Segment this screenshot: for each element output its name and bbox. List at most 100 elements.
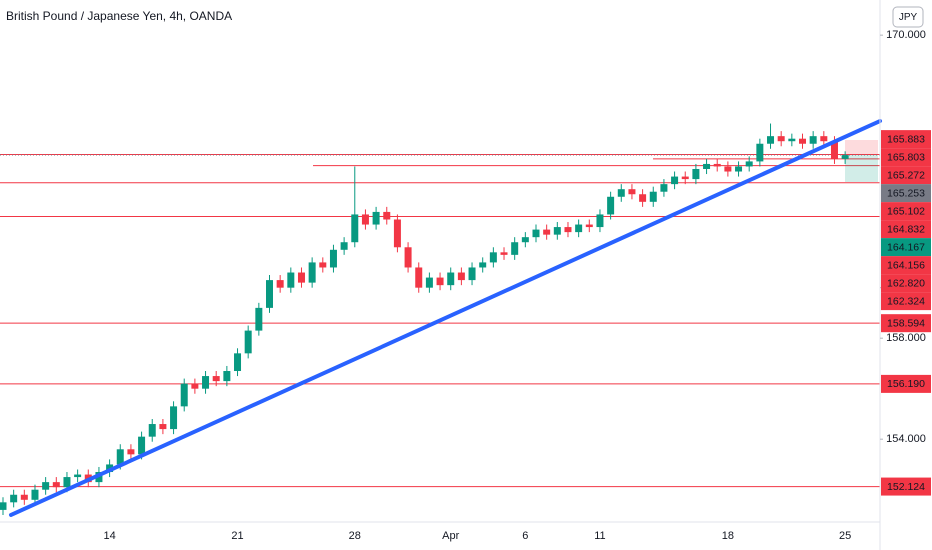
candle-body bbox=[767, 136, 775, 144]
candle-body bbox=[287, 272, 295, 288]
candle-body bbox=[575, 224, 583, 233]
candle-body bbox=[159, 424, 167, 430]
price-label: 164.832 bbox=[887, 223, 925, 235]
candle-body bbox=[788, 138, 796, 142]
currency-button[interactable] bbox=[892, 6, 924, 28]
price-label-box bbox=[881, 238, 931, 257]
trendline bbox=[9, 119, 882, 517]
candle-body bbox=[297, 272, 305, 283]
candles bbox=[0, 119, 882, 517]
candle-body bbox=[564, 227, 572, 233]
price-label: 164.156 bbox=[887, 259, 925, 271]
candle-body bbox=[628, 189, 636, 195]
candle-body bbox=[724, 166, 732, 172]
x-tick-label: 25 bbox=[839, 530, 851, 542]
candle-body bbox=[809, 136, 817, 144]
candle-body bbox=[649, 191, 657, 202]
x-tick-label: 6 bbox=[522, 530, 528, 542]
candle-body bbox=[511, 242, 519, 255]
candle-body bbox=[404, 247, 412, 268]
candle-body bbox=[393, 219, 401, 248]
candle-body bbox=[340, 242, 348, 250]
price-label: 164.167 bbox=[887, 241, 925, 253]
candle-body bbox=[447, 272, 455, 286]
price-label: 158.594 bbox=[887, 317, 925, 329]
candle-body bbox=[351, 214, 359, 243]
price-label-box bbox=[881, 374, 931, 393]
price-label-box bbox=[881, 130, 931, 149]
candle-body bbox=[148, 424, 156, 437]
candle-body bbox=[830, 141, 838, 159]
reward-box bbox=[845, 155, 878, 182]
candle-body bbox=[681, 176, 689, 180]
candle-body bbox=[745, 161, 753, 167]
price-label: 156.190 bbox=[887, 378, 925, 390]
price-label: 152.124 bbox=[887, 481, 925, 493]
candle-body bbox=[617, 189, 625, 197]
candle-body bbox=[308, 262, 316, 283]
price-label: 162.820 bbox=[887, 277, 925, 289]
candle-body bbox=[820, 136, 828, 142]
candle-body bbox=[276, 280, 284, 288]
candle-body bbox=[255, 307, 263, 331]
x-tick-label: 28 bbox=[349, 530, 361, 542]
candle-body bbox=[639, 194, 647, 202]
candle-body bbox=[63, 477, 71, 488]
risk-box bbox=[845, 140, 878, 155]
candle-body bbox=[10, 494, 18, 503]
candle-body bbox=[543, 229, 551, 235]
candle-body bbox=[436, 277, 444, 286]
candle-body bbox=[585, 224, 593, 228]
candle-body bbox=[777, 136, 785, 142]
price-label-box bbox=[881, 274, 931, 293]
candle-body bbox=[127, 449, 135, 455]
y-tick-label: 170.000 bbox=[886, 29, 926, 41]
y-tick-label: 154.000 bbox=[886, 433, 926, 445]
candle-body bbox=[191, 383, 199, 389]
candle-body bbox=[841, 155, 849, 159]
x-tick-label: 11 bbox=[594, 530, 605, 542]
price-label-box bbox=[881, 166, 931, 185]
price-label-box bbox=[881, 148, 931, 167]
x-tick-label: 14 bbox=[103, 530, 115, 542]
price-lines bbox=[0, 154, 880, 488]
candle-body bbox=[479, 262, 487, 268]
candle-body bbox=[42, 482, 50, 490]
candle-body bbox=[425, 277, 433, 288]
candle-body bbox=[468, 267, 476, 281]
candle-body bbox=[74, 474, 82, 478]
candle-body bbox=[202, 376, 210, 389]
candle-body bbox=[457, 272, 465, 281]
x-tick-label: 21 bbox=[231, 530, 243, 542]
candle-body bbox=[415, 267, 423, 288]
price-label-box bbox=[881, 202, 931, 221]
price-label-box bbox=[881, 184, 931, 203]
candle-body bbox=[0, 502, 7, 510]
candle-body bbox=[329, 249, 337, 268]
candle-body bbox=[596, 214, 604, 228]
price-label-box bbox=[881, 477, 931, 496]
candle-body bbox=[212, 376, 220, 382]
price-label-box bbox=[881, 256, 931, 275]
candle-body bbox=[31, 489, 39, 500]
candle-body bbox=[500, 252, 508, 255]
price-label-box bbox=[881, 292, 931, 311]
candle-body bbox=[223, 371, 231, 382]
candle-body bbox=[553, 227, 561, 235]
candle-body bbox=[660, 184, 668, 192]
candle-body bbox=[319, 262, 327, 268]
candle-body bbox=[607, 196, 615, 215]
candle-body bbox=[799, 138, 806, 144]
candle-body bbox=[52, 482, 60, 488]
candle-body bbox=[692, 168, 700, 180]
candle-body bbox=[756, 143, 764, 162]
candle-body bbox=[361, 214, 369, 225]
price-label: 165.883 bbox=[887, 133, 925, 145]
candle-body bbox=[170, 406, 178, 430]
candle-body bbox=[138, 436, 146, 455]
candle-body bbox=[532, 229, 540, 238]
currency-label: JPY bbox=[899, 12, 918, 23]
y-tick-label: 158.000 bbox=[886, 332, 926, 344]
